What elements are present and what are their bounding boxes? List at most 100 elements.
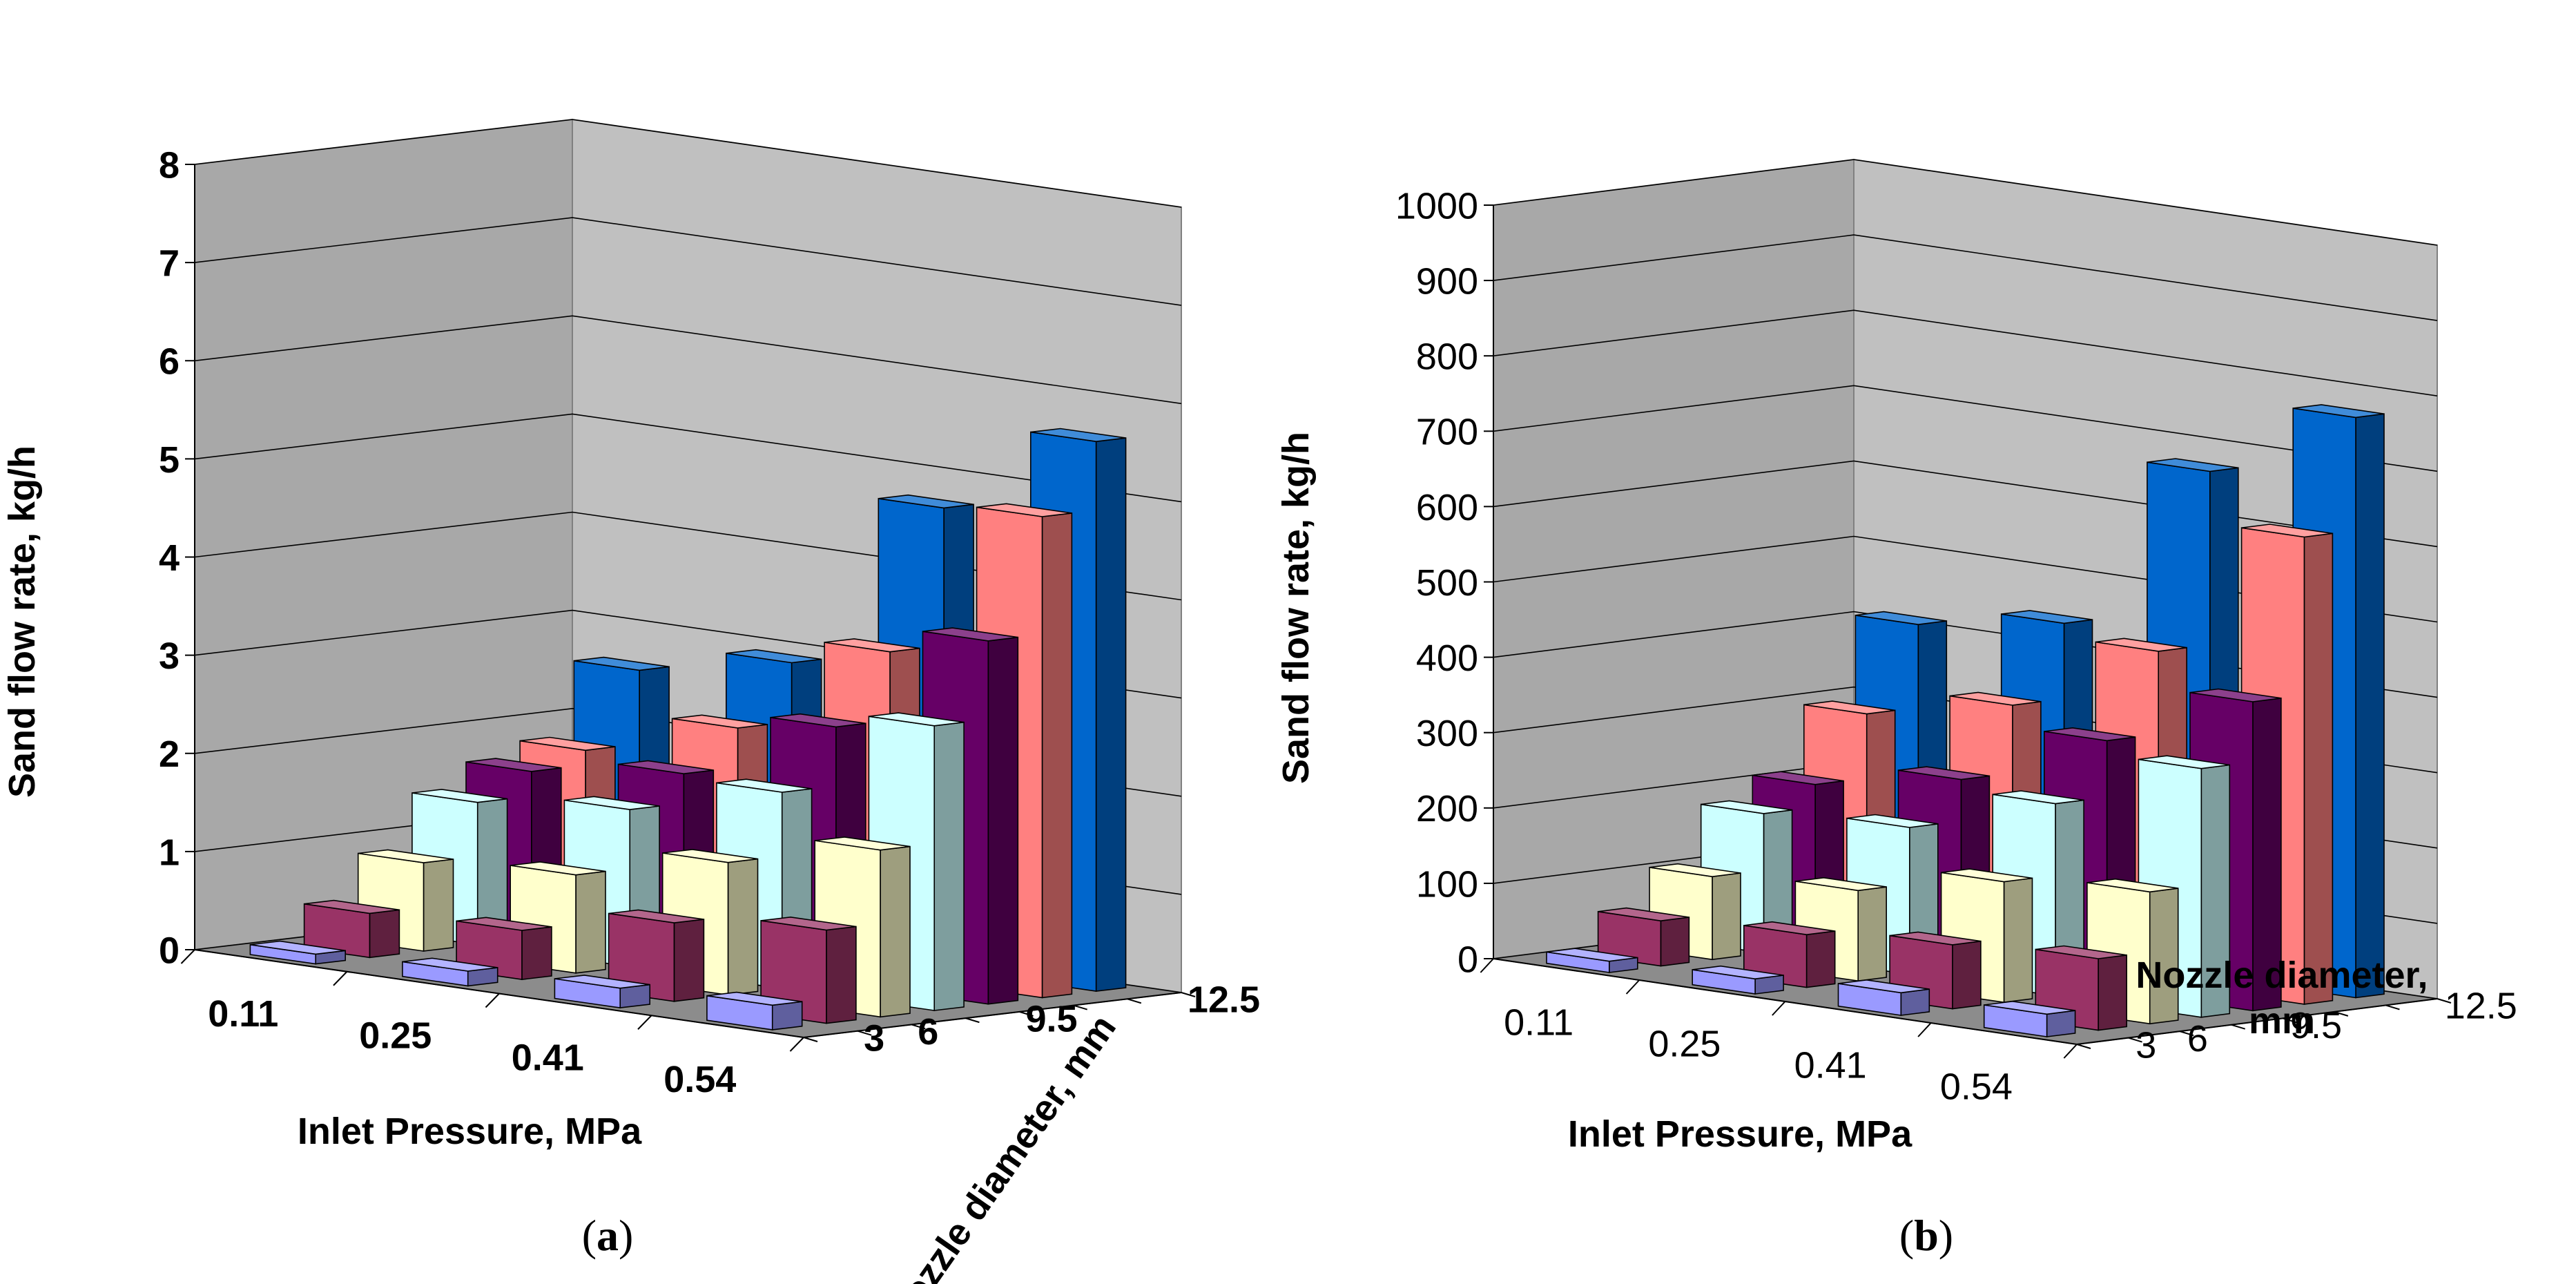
bar-side xyxy=(826,926,857,1024)
z-tick-mark xyxy=(1019,1010,1034,1017)
bar-side xyxy=(933,721,965,1011)
caption-letter: b xyxy=(1914,1211,1939,1260)
z-tick-label: 3 xyxy=(864,1017,884,1059)
bar-top xyxy=(2086,878,2178,893)
bar-top xyxy=(1795,876,1887,892)
y-axis-title: Sand flow rate, kg/h xyxy=(1,445,43,798)
z-axis-line xyxy=(2076,998,2438,1045)
bar-top xyxy=(250,940,346,955)
bar-top xyxy=(554,975,650,989)
x-tick-mark xyxy=(485,993,500,1008)
x-tick-mark xyxy=(1772,1001,1786,1016)
bar-side xyxy=(987,636,1019,1005)
bar xyxy=(706,991,803,1031)
bar-top xyxy=(662,849,758,863)
bar xyxy=(1597,907,1690,967)
bar-top xyxy=(1941,868,2033,883)
x-tick-label: 0.54 xyxy=(1940,1066,2013,1108)
bar-top xyxy=(411,789,507,803)
z-tick-label: 12.5 xyxy=(1188,979,1260,1021)
bar-top xyxy=(1889,931,1982,946)
bar-side xyxy=(771,1001,803,1031)
z-tick-mark xyxy=(2282,1017,2297,1024)
bar-side xyxy=(1712,872,1741,961)
chart-panel-b: 0 100 200 300 400 500 600 700 800 900 1000 0.11 0.25… xyxy=(1275,158,2517,1260)
bar-side xyxy=(2003,877,2033,1004)
x-tick-label: 0.25 xyxy=(1648,1024,1721,1065)
bar-top xyxy=(2001,610,2093,624)
bar-side xyxy=(521,926,552,981)
bar-top xyxy=(2138,755,2230,769)
bar-side xyxy=(2355,413,2385,999)
z-tick-mark xyxy=(2231,1024,2246,1030)
bar-top xyxy=(1846,814,1938,828)
bar-top xyxy=(465,758,561,772)
bar-side xyxy=(1952,940,1982,1010)
y-tick-label: 300 xyxy=(1416,713,1478,754)
bar xyxy=(303,899,400,959)
bar-top xyxy=(824,638,920,653)
caption-letter: a xyxy=(597,1211,619,1260)
z-tick-mark xyxy=(911,1024,926,1030)
bar-side xyxy=(880,845,911,1018)
z-tick-label: 6 xyxy=(2187,1018,2208,1060)
x-tick-mark xyxy=(1625,979,1640,995)
z-axis-title: Nozzle diameter, xyxy=(2136,955,2428,996)
bar-top xyxy=(2147,458,2238,472)
x-axis-title: Inlet Pressure, MPa xyxy=(1568,1113,1912,1155)
y-tick-label: 6 xyxy=(159,341,180,383)
bar-side xyxy=(1900,988,1930,1016)
x-tick-label: 0.11 xyxy=(1504,1002,1573,1044)
z-tick-label: 6 xyxy=(918,1011,938,1053)
bar-top xyxy=(1949,691,2042,706)
bar xyxy=(554,975,651,1009)
y-tick-label: 800 xyxy=(1416,336,1478,378)
x-axis-title: Inlet Pressure, MPa xyxy=(298,1111,642,1152)
bar-side xyxy=(1857,886,1887,982)
bar-top xyxy=(716,778,812,793)
x-tick-label: 0.11 xyxy=(208,993,278,1035)
y-tick-label: 7 xyxy=(159,243,180,285)
bar-top xyxy=(2293,404,2385,419)
bar-top xyxy=(706,991,802,1006)
x-tick-mark xyxy=(180,949,195,964)
x-tick-mark xyxy=(1917,1022,1932,1037)
gridline xyxy=(1493,159,2438,246)
gridline xyxy=(194,119,1182,208)
caption-close: ) xyxy=(1939,1211,1953,1260)
bar-side xyxy=(1095,437,1127,993)
z-tick-mark xyxy=(2128,1037,2142,1043)
y-axis-title: Sand flow rate, kg/h xyxy=(1275,432,1317,784)
y-tick-label: 200 xyxy=(1416,788,1478,830)
bar xyxy=(402,957,498,987)
z-tick-mark xyxy=(2385,1004,2400,1010)
bar-side xyxy=(423,859,454,952)
y-tick-label: 500 xyxy=(1416,562,1478,604)
y-tick-label: 1000 xyxy=(1395,185,1478,227)
caption-open: ( xyxy=(582,1211,597,1260)
gridline xyxy=(194,217,1182,306)
bar-top xyxy=(2035,945,2127,959)
gridline xyxy=(194,315,1182,405)
bar-side xyxy=(1805,930,1836,988)
y-tick-label: 4 xyxy=(159,537,180,579)
bar-top xyxy=(564,796,660,810)
bar-top xyxy=(1692,965,1784,980)
y-tick-label: 8 xyxy=(159,144,180,186)
bar-top xyxy=(2095,638,2187,652)
caption-close: ) xyxy=(619,1211,633,1260)
y-tick-label: 2 xyxy=(159,734,180,775)
bar-top xyxy=(1855,611,1947,626)
y-tick-label: 900 xyxy=(1416,261,1478,303)
bar xyxy=(1837,979,1930,1016)
bar-side xyxy=(1660,917,1690,967)
bar xyxy=(1546,948,1638,973)
bar-top xyxy=(1598,907,1689,922)
z-tick-mark xyxy=(2076,1044,2091,1049)
bar-side xyxy=(2098,954,2127,1031)
bar-side xyxy=(727,858,759,996)
z-tick-mark xyxy=(2334,1010,2349,1017)
bar-top xyxy=(402,957,498,972)
bar-side xyxy=(1041,512,1073,999)
bar-side xyxy=(673,919,705,1002)
